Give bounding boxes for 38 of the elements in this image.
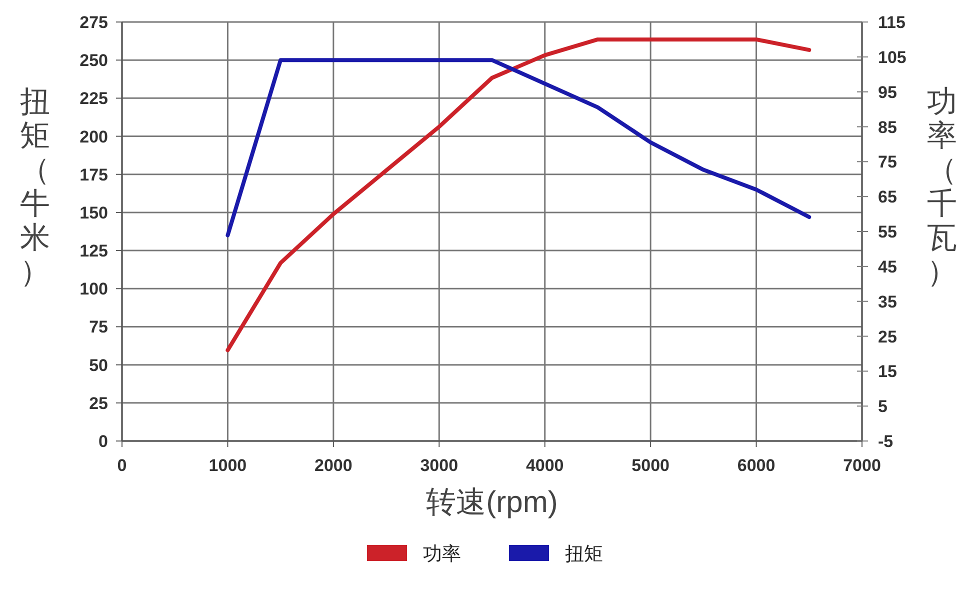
y-tick-label: 175 <box>80 165 108 184</box>
y2-tick-label: 105 <box>878 48 906 67</box>
y2-tick-label: 45 <box>878 257 897 276</box>
y-tick-label: 125 <box>80 242 108 261</box>
y2-tick-label: 95 <box>878 82 897 102</box>
y2-tick-label: 65 <box>878 188 897 207</box>
y-tick-label: 200 <box>80 127 108 146</box>
y-tick-label: 25 <box>89 394 108 413</box>
y2-axis-title: 功率（千瓦） <box>927 86 957 288</box>
x-tick-label: 5000 <box>632 456 670 475</box>
x-tick-label: 7000 <box>843 456 881 475</box>
x-tick-label: 1000 <box>208 456 247 475</box>
y-tick-label: 225 <box>80 89 108 108</box>
y-tick-label: 0 <box>98 432 108 451</box>
x-tick-label: 0 <box>117 456 127 475</box>
y2-tick-label: 5 <box>878 397 888 416</box>
y2-tick-label: 15 <box>878 362 897 382</box>
y2-tick-label: 115 <box>878 13 906 32</box>
x-tick-label: 2000 <box>314 456 352 475</box>
y-tick-label: 250 <box>80 51 108 70</box>
x-tick-label: 3000 <box>420 456 458 475</box>
y2-tick-label: 75 <box>878 152 897 172</box>
y2-tick-label: 25 <box>878 327 897 346</box>
y2-tick-label: 55 <box>878 222 897 242</box>
y-tick-label: 150 <box>80 203 108 222</box>
legend-label: 扭矩 <box>565 544 603 565</box>
x-tick-label: 6000 <box>737 456 776 475</box>
y2-tick-label: -5 <box>878 432 894 451</box>
x-tick-label: 4000 <box>526 456 564 475</box>
y-tick-label: 275 <box>80 13 108 32</box>
legend-label: 功率 <box>423 543 461 565</box>
y-tick-label: 100 <box>80 280 108 299</box>
y2-tick-label: 35 <box>878 292 897 312</box>
y-axis-title: 扭矩（牛米） <box>20 86 50 288</box>
y-tick-label: 50 <box>89 356 108 375</box>
y2-tick-label: 85 <box>878 118 897 137</box>
x-axis-title: 转速(rpm) <box>426 486 558 519</box>
y-tick-label: 75 <box>89 318 108 337</box>
